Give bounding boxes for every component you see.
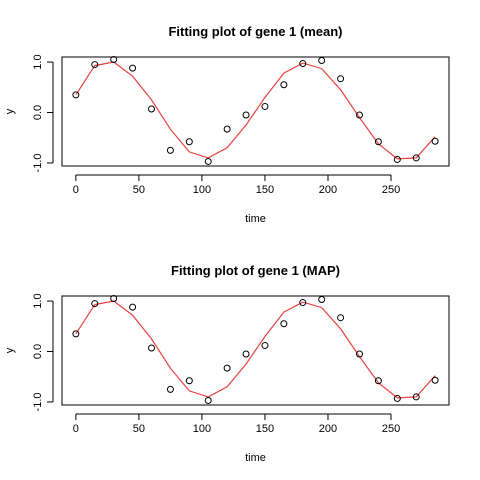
y-tick-label: -1.0	[32, 153, 44, 172]
y-tick-label: 1.0	[32, 54, 44, 69]
chart-title: Fitting plot of gene 1 (MAP)	[171, 263, 340, 278]
x-tick-label: 50	[133, 423, 145, 435]
chart-title: Fitting plot of gene 1 (mean)	[168, 24, 342, 39]
x-tick-label: 200	[319, 423, 337, 435]
x-tick-label: 150	[256, 423, 274, 435]
x-tick-label: 100	[193, 184, 211, 196]
y-axis-label: y	[4, 347, 16, 353]
x-tick-label: 200	[319, 184, 337, 196]
y-tick-label: 1.0	[32, 293, 44, 308]
x-tick-label: 0	[73, 184, 79, 196]
x-tick-label: 50	[133, 184, 145, 196]
x-tick-label: 0	[73, 423, 79, 435]
y-tick-label: 0.0	[32, 105, 44, 120]
x-axis-label: time	[245, 213, 266, 225]
x-tick-label: 100	[193, 423, 211, 435]
y-tick-label: 0.0	[32, 344, 44, 359]
x-tick-label: 150	[256, 184, 274, 196]
y-axis-label: y	[4, 108, 16, 114]
y-tick-label: -1.0	[32, 392, 44, 411]
x-tick-label: 250	[382, 423, 400, 435]
x-axis-label: time	[245, 452, 266, 464]
x-tick-label: 250	[382, 184, 400, 196]
